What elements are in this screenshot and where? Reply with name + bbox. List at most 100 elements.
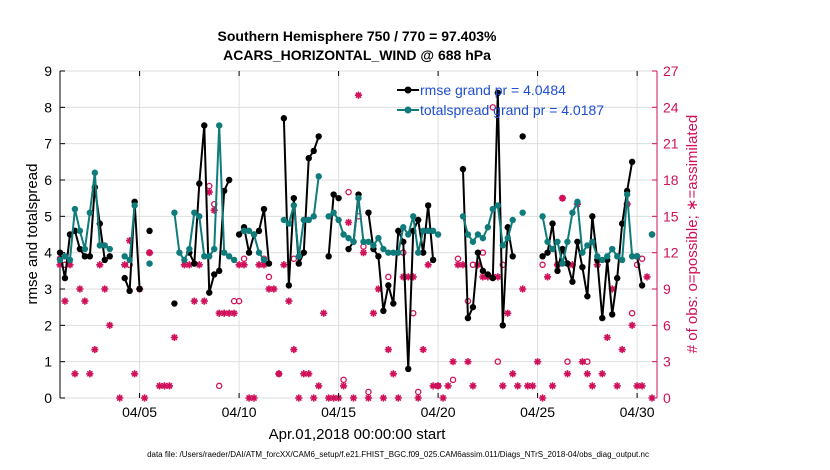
rmse-point: [300, 249, 307, 256]
obs-assimilated-marker: [454, 261, 462, 269]
spread-point: [181, 256, 188, 264]
spread-point: [544, 238, 551, 245]
rmse-point: [424, 202, 432, 209]
obs-possible-marker: [449, 376, 457, 384]
spread-point: [285, 220, 293, 227]
spread-point: [618, 256, 626, 264]
rmse-point: [106, 253, 113, 260]
rmse-point: [285, 282, 293, 289]
obs-assimilated-marker: [106, 321, 114, 329]
spread-point: [191, 209, 198, 216]
rmse-point: [614, 274, 621, 282]
legend-spread-label: totalspread grand pr = 4.0187: [420, 102, 604, 118]
obs-assimilated-marker: [638, 382, 646, 390]
spread-point: [509, 216, 516, 224]
spread-point: [380, 245, 387, 253]
spread-point: [424, 227, 432, 235]
rmse-point: [489, 274, 497, 282]
obs-assimilated-marker: [563, 370, 572, 378]
spread-point: [365, 238, 372, 245]
spread-point: [464, 231, 472, 238]
rmse-point: [365, 209, 372, 216]
rmse-point: [126, 287, 133, 295]
obs-assimilated-marker: [344, 218, 353, 226]
rmse-point: [86, 253, 94, 260]
rmse-point: [265, 260, 273, 267]
rmse-point: [599, 314, 606, 322]
spread-point: [186, 245, 193, 253]
spread-point: [395, 249, 402, 256]
obs-assimilated-marker: [608, 285, 616, 293]
rmse-point: [469, 303, 477, 311]
spread-point: [604, 253, 611, 260]
x-tick-label: 04/25: [520, 404, 555, 420]
spread-point: [549, 245, 556, 253]
spread-point: [484, 224, 492, 231]
rmse-point: [499, 322, 506, 329]
obs-assimilated-marker: [260, 261, 268, 269]
spread-point: [220, 249, 228, 256]
spread-point: [71, 205, 79, 213]
rmse-point: [484, 271, 492, 278]
spread-point: [280, 216, 288, 224]
spread-point: [121, 253, 128, 260]
spread-point: [335, 216, 342, 224]
spread-point: [584, 242, 591, 249]
rmse-point: [638, 282, 646, 289]
spread-point: [405, 231, 412, 238]
rmse-point: [564, 260, 571, 267]
spread-point: [216, 122, 223, 129]
rmse-point: [479, 267, 487, 275]
obs-assimilated-marker: [140, 394, 149, 402]
obs-assimilated-marker: [613, 382, 621, 390]
spread-point: [574, 198, 581, 205]
spread-point: [201, 253, 208, 260]
obs-possible-marker: [494, 358, 502, 365]
rmse-point: [260, 205, 268, 213]
spread-point: [101, 242, 108, 249]
obs-assimilated-marker: [603, 333, 611, 342]
series-lines: [56, 89, 656, 373]
obs-assimilated-marker: [121, 261, 129, 269]
spread-point: [330, 209, 337, 216]
obs-assimilated-marker: [643, 273, 651, 281]
obs-assimilated-marker: [200, 297, 208, 305]
legend: rmse grand pr = 4.0484 totalspread grand…: [397, 82, 604, 118]
obs-assimilated-marker: [384, 345, 392, 354]
spread-point: [410, 213, 417, 220]
obs-assimilated-marker: [419, 345, 427, 354]
obs-possible-marker: [564, 358, 571, 365]
spread-point: [260, 256, 268, 264]
spread-point: [176, 249, 183, 256]
obs-assimilated-marker: [598, 370, 606, 378]
obs-possible-marker: [489, 104, 497, 111]
rmse-point: [335, 194, 342, 202]
spread-point: [589, 238, 596, 245]
obs-possible-marker: [385, 273, 392, 281]
spread-point: [310, 213, 317, 220]
obs-assimilated-marker: [374, 285, 382, 293]
obs-assimilated-marker: [116, 394, 124, 402]
rmse-point: [618, 220, 626, 227]
y2-tick-label: 15: [663, 208, 679, 224]
obs-assimilated-marker: [588, 382, 596, 390]
obs-assimilated-marker: [399, 273, 407, 281]
obs-possible-marker: [539, 261, 546, 269]
spread-point: [609, 245, 616, 253]
y2-tick-label: 24: [663, 99, 679, 115]
obs-possible-marker: [628, 309, 636, 317]
legend-rmse-label: rmse grand pr = 4.0484: [420, 82, 566, 98]
spread-point: [171, 209, 178, 216]
obs-assimilated-marker: [255, 261, 263, 269]
y-tick-label: 3: [44, 281, 52, 297]
spread-point: [211, 245, 218, 253]
spread-point: [434, 231, 442, 238]
spread-point: [499, 242, 506, 249]
obs-assimilated-marker: [628, 321, 636, 329]
obs-assimilated-marker: [459, 261, 467, 269]
spread-point: [250, 231, 258, 238]
obs-assimilated-marker: [364, 394, 373, 402]
obs-assimilated-marker: [205, 188, 213, 196]
rmse-point: [584, 293, 591, 300]
